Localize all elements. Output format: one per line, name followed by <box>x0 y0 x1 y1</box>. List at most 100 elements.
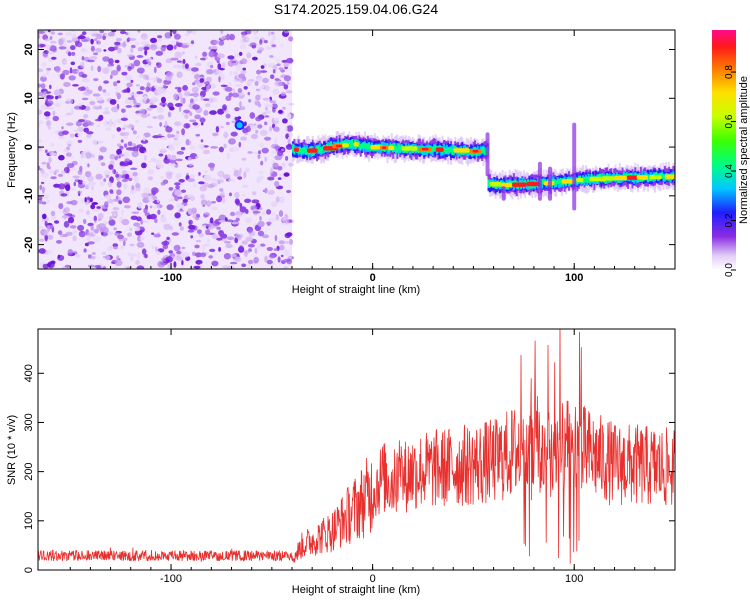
noise-speck <box>207 239 211 243</box>
noise-speck <box>92 105 98 110</box>
noise-speck <box>43 50 49 54</box>
noise-speck <box>273 117 279 122</box>
noise-speck <box>95 173 103 180</box>
noise-speck <box>264 102 270 109</box>
noise-speck <box>142 135 146 142</box>
noise-speck <box>216 179 224 184</box>
noise-speck <box>95 47 102 53</box>
noise-speck <box>122 237 128 241</box>
colorbar-tick-label: 0.8 <box>724 65 735 79</box>
noise-speck <box>126 82 133 88</box>
noise-speck <box>263 40 268 44</box>
noise-speck <box>62 69 70 76</box>
track-cell <box>448 148 451 154</box>
noise-speck <box>108 32 115 37</box>
noise-speck <box>241 263 247 268</box>
noise-speck <box>136 241 145 248</box>
noise-speck <box>99 227 104 233</box>
noise-speck <box>143 132 151 138</box>
noise-speck <box>155 159 162 165</box>
noise-speck <box>266 247 273 251</box>
noise-speck <box>182 58 186 65</box>
noise-speck <box>46 106 55 110</box>
noise-speck <box>83 114 89 119</box>
noise-speck <box>157 260 166 268</box>
y-tick-label: 10 <box>23 92 35 104</box>
noise-speck <box>57 254 61 259</box>
noise-speck <box>119 145 124 150</box>
noise-speck <box>77 126 84 132</box>
noise-speck <box>243 250 251 254</box>
noise-speck <box>104 127 112 131</box>
noise-speck <box>181 246 186 250</box>
noise-speck <box>136 67 145 74</box>
noise-speck <box>227 55 235 60</box>
noise-speck <box>67 51 72 57</box>
transition-streak <box>501 186 506 201</box>
noise-speck <box>122 196 131 204</box>
snr-series-line <box>38 329 675 564</box>
noise-speck <box>243 132 249 136</box>
noise-speck <box>239 51 243 56</box>
noise-speck <box>225 113 231 119</box>
noise-speck <box>225 95 232 102</box>
noise-speck <box>260 84 265 89</box>
track-hotspot-core <box>309 149 315 152</box>
noise-speck <box>44 38 51 41</box>
track-cell <box>301 148 304 155</box>
noise-speck <box>260 129 268 136</box>
noise-speck <box>248 99 252 103</box>
noise-speck <box>84 152 93 159</box>
noise-speck <box>282 106 286 110</box>
noise-speck <box>209 110 217 115</box>
noise-speck <box>164 32 173 39</box>
noise-speck <box>272 88 280 96</box>
noise-speck <box>116 148 122 155</box>
track-cell <box>400 144 403 150</box>
noise-speck <box>146 107 153 111</box>
noise-speck <box>181 112 187 116</box>
noise-speck <box>200 57 206 61</box>
noise-speck <box>242 67 246 71</box>
noise-speck <box>229 33 235 41</box>
noise-speck <box>135 183 141 188</box>
noise-speck <box>146 125 153 129</box>
noise-speck <box>191 207 197 214</box>
noise-speck <box>225 243 233 249</box>
noise-speck <box>97 218 102 221</box>
track-cell <box>358 141 361 148</box>
noise-speck <box>211 201 216 204</box>
noise-speck <box>245 236 254 242</box>
noise-speck <box>38 109 43 115</box>
track-cell <box>361 144 364 149</box>
noise-speck <box>81 97 89 101</box>
noise-speck <box>260 243 266 247</box>
noise-speck <box>181 42 189 49</box>
noise-speck <box>133 222 141 227</box>
noise-speck <box>149 44 158 51</box>
noise-speck <box>194 114 201 120</box>
track-hotspot-core <box>472 150 479 153</box>
noise-speck <box>271 44 277 48</box>
noise-speck <box>202 204 205 207</box>
noise-speck <box>214 218 222 225</box>
noise-speck <box>109 153 116 160</box>
noise-speck <box>57 230 63 235</box>
noise-speck <box>90 45 95 52</box>
track-cell <box>399 145 402 152</box>
noise-speck <box>200 144 205 151</box>
colorbar-tick-label: 0.0 <box>724 263 735 277</box>
noise-speck <box>77 35 86 40</box>
track-hotspot <box>401 146 418 151</box>
noise-speck <box>107 181 112 188</box>
track-cell <box>542 179 545 190</box>
noise-speck <box>40 181 45 185</box>
noise-speck <box>245 167 250 173</box>
noise-speck <box>65 231 73 236</box>
noise-speck <box>198 181 205 185</box>
noise-speck <box>178 196 183 199</box>
noise-speck <box>283 172 290 177</box>
track-cell <box>349 140 352 147</box>
